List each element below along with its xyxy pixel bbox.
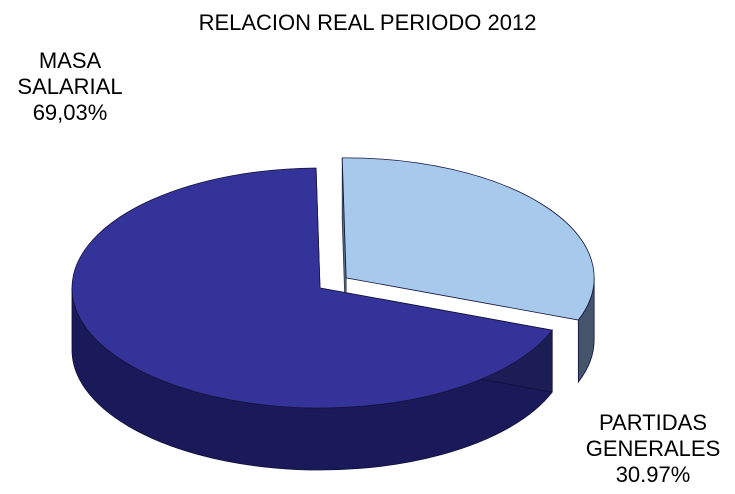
slice-name-line: PARTIDAS — [599, 410, 707, 435]
slice-label-partidas-generales: PARTIDAS GENERALES 30.97% — [568, 410, 735, 488]
pie-slice-masa-salarial — [71, 167, 553, 409]
slice-name-line: MASA — [38, 48, 102, 73]
slice-value-label: 30.97% — [615, 462, 691, 487]
slice-name-line: GENERALES — [585, 436, 721, 461]
chart-title: RELACION REAL PERIODO 2012 — [198, 10, 537, 35]
slice-label-masa-salarial: MASA SALARIAL 69,03% — [0, 48, 140, 126]
slice-name-line: SALARIAL — [17, 74, 123, 99]
slice-value-label: 69,03% — [32, 100, 108, 125]
pie-slice-partidas-generales — [341, 157, 595, 321]
